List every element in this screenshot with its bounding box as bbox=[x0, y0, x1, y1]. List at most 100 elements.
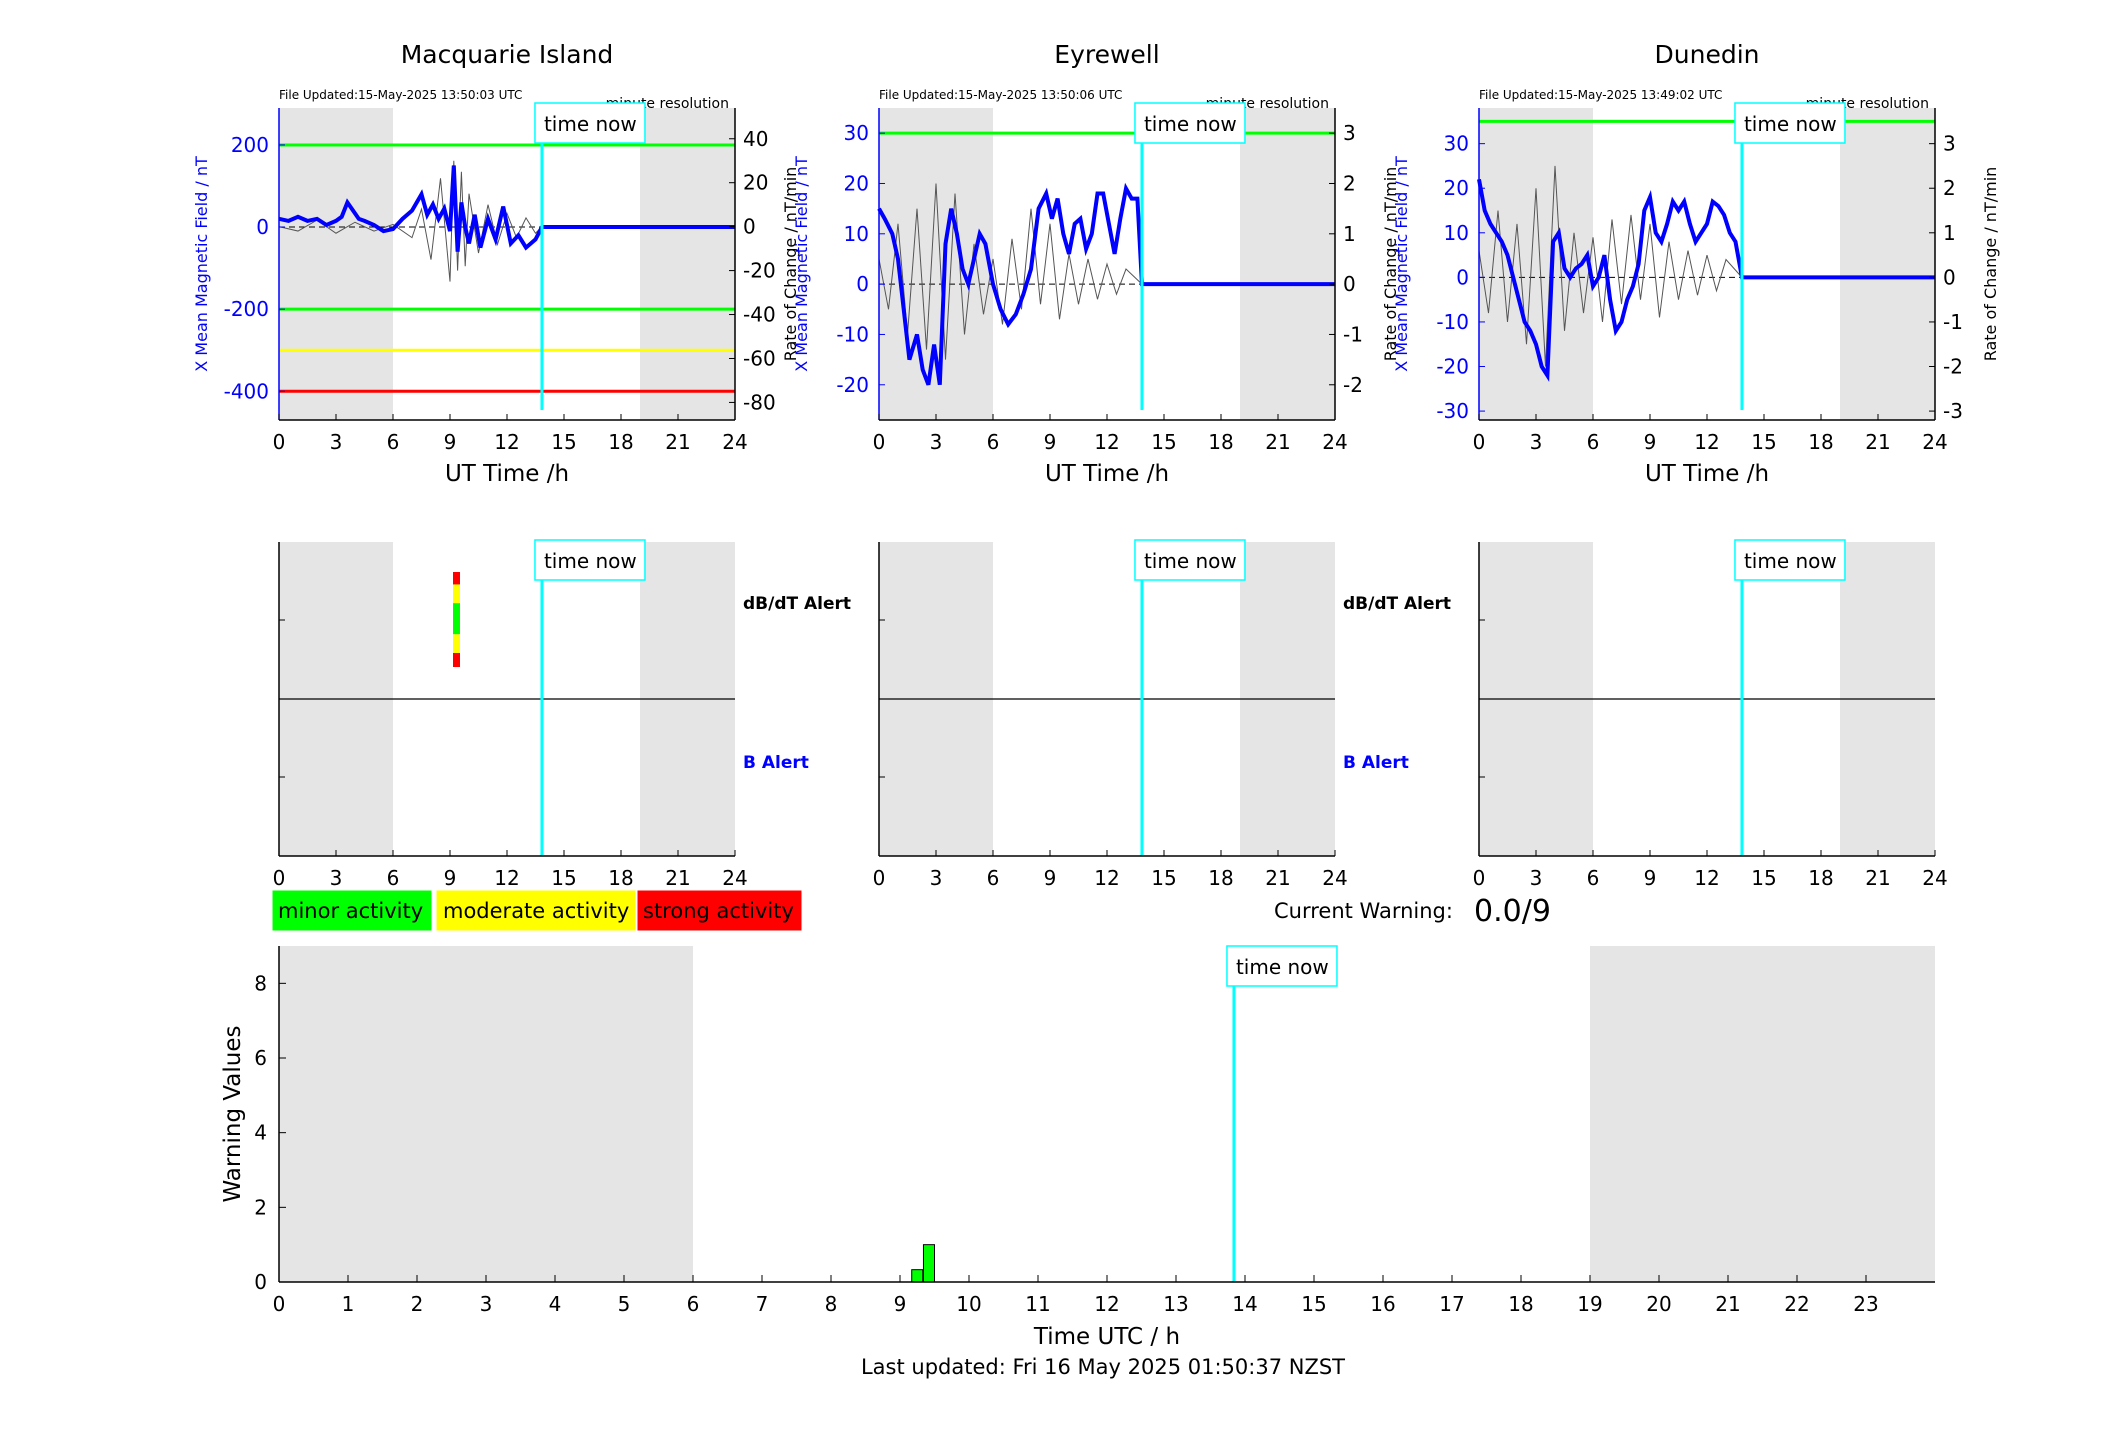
y2-tick-label: 0 bbox=[1343, 272, 1356, 296]
x-tick-label: 18 bbox=[1208, 866, 1233, 890]
station-panel-macquarie-island: Macquarie Island File Updated:15-May-2025… bbox=[192, 40, 800, 487]
x-tick-label: 3 bbox=[1530, 430, 1543, 454]
time-now-box bbox=[534, 102, 646, 144]
dbdt-alert-mark bbox=[453, 572, 460, 585]
x-tick-label: 8 bbox=[825, 1292, 838, 1316]
legend-moderate-swatch bbox=[435, 889, 637, 932]
night-shading bbox=[1240, 108, 1335, 420]
y-tick-label: -30 bbox=[1436, 399, 1469, 423]
x-tick-label: 3 bbox=[330, 430, 343, 454]
x-tick-label: 24 bbox=[1922, 866, 1947, 890]
y-axis-label: X Mean Magnetic Field / nT bbox=[792, 156, 811, 372]
x-tick-label: 21 bbox=[1265, 866, 1290, 890]
x-tick-label: 6 bbox=[387, 866, 400, 890]
time-now-label: time now bbox=[1744, 549, 1837, 573]
time-now-label: time now bbox=[1744, 112, 1837, 136]
file-updated-text: File Updated:15-May-2025 13:49:02 UTC bbox=[1479, 88, 1722, 102]
x-tick-label: 3 bbox=[480, 1292, 493, 1316]
station-panel-dunedin: Dunedin File Updated:15-May-2025 13:49:02… bbox=[1392, 40, 2000, 487]
x-tick-label: 12 bbox=[494, 866, 519, 890]
x-tick-label: 15 bbox=[1751, 866, 1776, 890]
x-tick-label: 12 bbox=[494, 430, 519, 454]
legend-strong-swatch bbox=[636, 889, 803, 932]
x-field-series bbox=[278, 165, 735, 252]
x-tick-label: 9 bbox=[1044, 866, 1057, 890]
y2-tick-label: 1 bbox=[1343, 222, 1356, 246]
time-now-box bbox=[1134, 102, 1246, 144]
x-tick-label: 23 bbox=[1853, 1292, 1878, 1316]
y2-tick-label: 2 bbox=[1343, 171, 1356, 195]
x-tick-label: 0 bbox=[273, 430, 286, 454]
x-tick-label: 6 bbox=[987, 430, 1000, 454]
y2-tick-label: -1 bbox=[1943, 310, 1963, 334]
time-now-box bbox=[1734, 539, 1846, 581]
station-panels: Macquarie Island File Updated:15-May-2025… bbox=[192, 40, 2000, 487]
x-axis-label: UT Time /h bbox=[445, 461, 569, 487]
x-field-series bbox=[1477, 178, 1935, 382]
y2-tick-label: -20 bbox=[743, 259, 776, 283]
y-tick-label: 10 bbox=[1444, 221, 1469, 245]
x-tick-label: 15 bbox=[1151, 430, 1176, 454]
night-shading bbox=[1590, 946, 1935, 1282]
y-tick-label: 8 bbox=[254, 971, 267, 995]
time-now-label: time now bbox=[1236, 955, 1329, 979]
x-tick-label: 15 bbox=[1301, 1292, 1326, 1316]
rate-of-change-series bbox=[278, 160, 543, 282]
y-tick-label: 4 bbox=[254, 1121, 267, 1145]
y2-tick-label: 3 bbox=[1943, 132, 1956, 156]
y2-tick-label: 0 bbox=[743, 215, 756, 239]
y-tick-label: 2 bbox=[254, 1195, 267, 1219]
x-tick-label: 11 bbox=[1025, 1292, 1050, 1316]
x-tick-label: 21 bbox=[665, 866, 690, 890]
x-tick-label: 15 bbox=[551, 866, 576, 890]
x-tick-label: 21 bbox=[1715, 1292, 1740, 1316]
x-tick-label: 12 bbox=[1694, 430, 1719, 454]
x-tick-label: 24 bbox=[722, 430, 747, 454]
x-tick-label: 24 bbox=[1922, 430, 1947, 454]
time-now-label: time now bbox=[1144, 549, 1237, 573]
x-tick-label: 18 bbox=[608, 430, 633, 454]
dbdt-alert-mark bbox=[453, 634, 460, 653]
x-tick-label: 3 bbox=[930, 430, 943, 454]
y-tick-label: 0 bbox=[1456, 265, 1469, 289]
x-tick-label: 24 bbox=[722, 866, 747, 890]
x-tick-label: 6 bbox=[1587, 430, 1600, 454]
y-tick-label: -400 bbox=[224, 379, 269, 403]
x-tick-label: 16 bbox=[1370, 1292, 1395, 1316]
y2-tick-label: 20 bbox=[743, 171, 768, 195]
x-tick-label: 2 bbox=[411, 1292, 424, 1316]
night-shading bbox=[279, 108, 393, 420]
activity-legend: minor activity moderate activity strong … bbox=[271, 889, 803, 932]
alert-panel-eyrewell: time now 0 3 6 9 12 15 18 21 24 dB/dT Alert B Alert bbox=[873, 539, 1451, 890]
x-tick-label: 12 bbox=[1094, 1292, 1119, 1316]
y2-axis-label: Rate of Change / nT/min bbox=[781, 167, 800, 362]
y2-axis-label: Rate of Change / nT/min bbox=[1981, 167, 2000, 362]
time-now-label: time now bbox=[1144, 112, 1237, 136]
file-updated-text: File Updated:15-May-2025 13:50:03 UTC bbox=[279, 88, 522, 102]
x-tick-label: 21 bbox=[1865, 430, 1890, 454]
y-tick-label: 0 bbox=[254, 1270, 267, 1294]
x-tick-label: 4 bbox=[549, 1292, 562, 1316]
panel-title: Eyrewell bbox=[1054, 40, 1159, 69]
night-shading bbox=[640, 108, 735, 420]
y-tick-label: 20 bbox=[1444, 176, 1469, 200]
y-axis-label: Warning Values bbox=[220, 1025, 246, 1202]
x-tick-label: 15 bbox=[551, 430, 576, 454]
legend-strong-label: strong activity bbox=[643, 899, 794, 923]
dbdt-alert-mark bbox=[453, 584, 460, 604]
rate-of-change-series bbox=[878, 183, 1143, 360]
y-tick-label: 20 bbox=[844, 171, 869, 195]
y-tick-label: 10 bbox=[844, 222, 869, 246]
y-axis-label: X Mean Magnetic Field / nT bbox=[192, 156, 211, 372]
x-tick-label: 6 bbox=[687, 1292, 700, 1316]
y-axis-label: X Mean Magnetic Field / nT bbox=[1392, 156, 1411, 372]
x-tick-label: 3 bbox=[330, 866, 343, 890]
x-tick-label: 17 bbox=[1439, 1292, 1464, 1316]
x-tick-label: 9 bbox=[1644, 866, 1657, 890]
x-tick-label: 9 bbox=[444, 430, 457, 454]
b-alert-label: B Alert bbox=[1343, 753, 1409, 773]
time-now-box bbox=[1226, 945, 1338, 987]
y2-axis-label: Rate of Change / nT/min bbox=[1381, 167, 1400, 362]
x-tick-label: 0 bbox=[273, 866, 286, 890]
y2-tick-label: 2 bbox=[1943, 176, 1956, 200]
